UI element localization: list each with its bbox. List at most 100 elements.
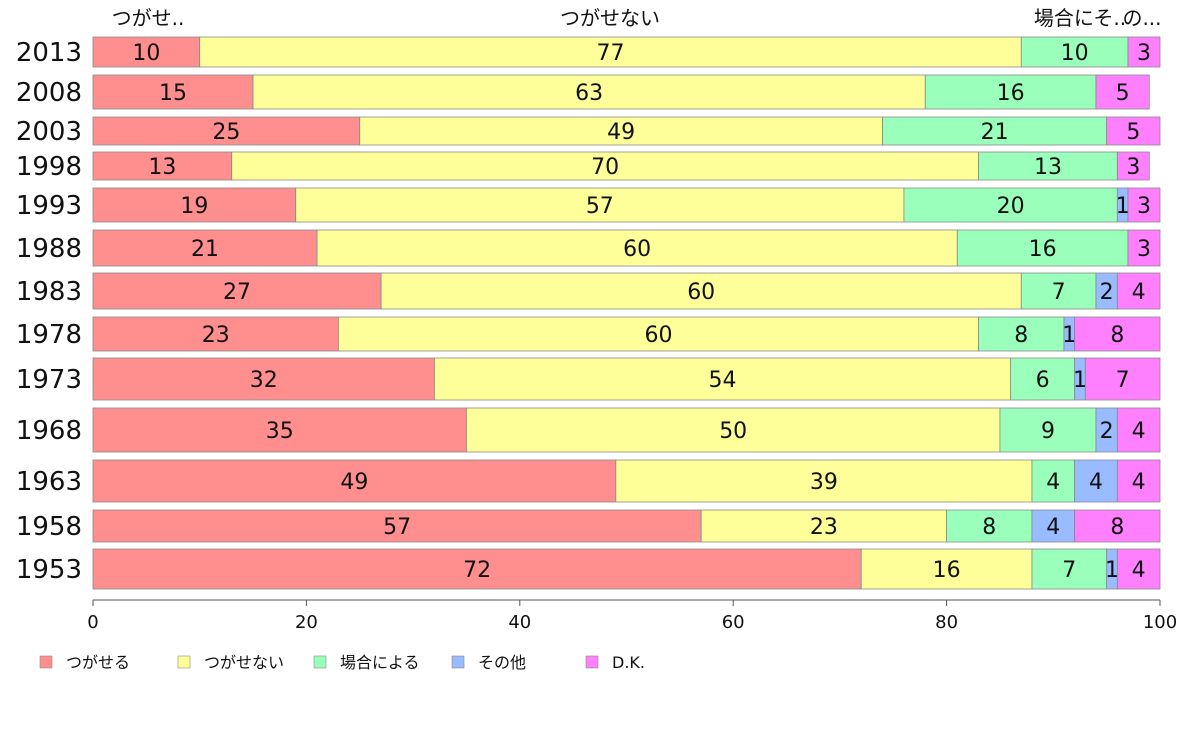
bar-segment: [1127, 36, 1161, 68]
bar-segment: [1127, 229, 1161, 267]
data-label: 8: [1014, 323, 1028, 348]
data-label: 1: [1105, 558, 1119, 583]
data-label: 20: [997, 194, 1025, 219]
bar-segment: [92, 548, 862, 590]
bar-segment: [316, 229, 958, 267]
data-label: 4: [1132, 470, 1146, 495]
data-label: 77: [596, 41, 624, 66]
data-label: 3: [1126, 155, 1140, 180]
category-label: 2003: [16, 117, 82, 147]
bar-segment: [1020, 272, 1097, 310]
category-label: 1998: [16, 152, 82, 182]
data-label: 7: [1052, 280, 1066, 305]
x-axis: 0 20 40 60 80 100: [87, 599, 1177, 633]
data-label: 50: [719, 419, 747, 444]
category-label: 1993: [16, 191, 82, 221]
legend-label: 場合による: [340, 653, 420, 672]
row-1963: 1963 49 39 4 4 4: [16, 459, 1161, 503]
bar-segment: [1074, 509, 1161, 543]
data-label: 4: [1132, 280, 1146, 305]
category-label: 2013: [16, 38, 82, 68]
row-1988: 1988 21 60 16 3: [16, 229, 1161, 267]
data-label: 27: [223, 280, 251, 305]
bar-segment: [999, 407, 1097, 453]
x-tick-label: 20: [295, 612, 318, 633]
legend-label: つがせない: [204, 653, 284, 672]
bar-segment: [92, 187, 297, 223]
bar-segment: [1116, 151, 1150, 181]
data-label: 13: [148, 155, 176, 180]
data-label: 25: [212, 120, 240, 145]
bar-segment: [1074, 316, 1161, 352]
data-label: 13: [1034, 155, 1062, 180]
bar-segment: [92, 36, 201, 68]
data-label: 60: [623, 237, 651, 262]
bar-segment: [1106, 116, 1161, 146]
bar-segment: [903, 187, 1118, 223]
data-label: 5: [1126, 120, 1140, 145]
data-label: 19: [180, 194, 208, 219]
legend-item: つがせない: [177, 653, 284, 672]
bar-segment: [1116, 407, 1161, 453]
bar-segment: [1074, 459, 1118, 503]
data-label: 4: [1132, 558, 1146, 583]
bar-segment: [1084, 357, 1161, 401]
data-label: 16: [933, 558, 961, 583]
data-label: 4: [1132, 419, 1146, 444]
data-label: 8: [982, 515, 996, 540]
bar-segment: [1095, 74, 1150, 110]
category-label: 1988: [16, 234, 82, 264]
bar-segment: [700, 509, 948, 543]
top-label-1: つがせない: [560, 6, 660, 30]
data-label: 9: [1041, 419, 1055, 444]
bar-segment: [1116, 272, 1161, 310]
bar-segment: [1116, 548, 1161, 590]
bar-segment: [860, 548, 1033, 590]
data-label: 49: [607, 120, 635, 145]
bar-segment: [946, 509, 1033, 543]
data-label: 1: [1062, 323, 1076, 348]
data-label: 32: [250, 368, 278, 393]
row-1958: 1958 57 23 8 4 8: [16, 509, 1161, 543]
data-label: 70: [591, 155, 619, 180]
bar-segment: [359, 116, 883, 146]
top-label-0: つがせ..: [112, 6, 185, 30]
x-tick-label: 100: [1143, 612, 1177, 633]
legend-swatch: [177, 655, 191, 669]
bar-segment: [924, 74, 1097, 110]
category-label: 1983: [16, 277, 82, 307]
top-labels: つがせ.. つがせない 場合にそ..の...: [112, 6, 1162, 30]
row-1983: 1983 27 60 7 2 4: [16, 272, 1161, 310]
bar-segment: [434, 357, 1012, 401]
data-label: 3: [1137, 41, 1151, 66]
row-1993: 1993 19 57 20 1 3: [16, 187, 1161, 223]
bar-segment: [1127, 187, 1161, 223]
category-label: 1953: [16, 555, 82, 585]
bar-segment: [295, 187, 905, 223]
legend-item: つがせる: [39, 653, 130, 672]
legend-label: つがせる: [66, 653, 130, 672]
bar-segment: [1031, 548, 1108, 590]
x-tick-label: 80: [935, 612, 958, 633]
category-label: 1968: [16, 416, 82, 446]
data-label: 35: [266, 419, 294, 444]
data-label: 63: [575, 81, 603, 106]
legend-swatch: [451, 655, 465, 669]
data-label: 54: [709, 368, 737, 393]
bar-segment: [92, 74, 254, 110]
bar-segment: [231, 151, 980, 181]
bar-segment: [92, 509, 702, 543]
data-label: 57: [586, 194, 614, 219]
data-label: 4: [1089, 470, 1103, 495]
data-label: 23: [202, 323, 230, 348]
top-label-3: の...: [1122, 6, 1161, 30]
bar-segment: [92, 459, 617, 503]
row-1973: 1973 32 54 6 1 7: [16, 357, 1161, 401]
category-label: 1958: [16, 512, 82, 542]
data-label: 4: [1046, 515, 1060, 540]
bar-segment: [92, 316, 339, 352]
data-label: 2: [1100, 280, 1114, 305]
bar-segment: [1031, 509, 1076, 543]
bar-segment: [92, 116, 361, 146]
